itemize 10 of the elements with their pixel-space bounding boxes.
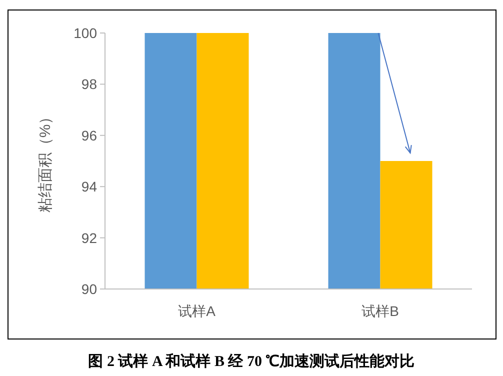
x-tick-label: 试样A	[178, 303, 216, 319]
y-tick-label: 90	[81, 281, 98, 297]
y-tick-label: 92	[81, 230, 98, 246]
y-axis-title: 粘结面积（%）	[37, 109, 54, 213]
x-tick-label: 试样B	[362, 303, 399, 319]
caption: 图 2 试样 A 和试样 B 经 70 ℃加速测试后性能对比	[88, 353, 415, 370]
y-tick-label: 100	[74, 25, 98, 41]
y-tick-label: 94	[81, 178, 98, 195]
y-tick-label: 96	[81, 127, 98, 144]
y-tick-label: 98	[81, 76, 98, 92]
